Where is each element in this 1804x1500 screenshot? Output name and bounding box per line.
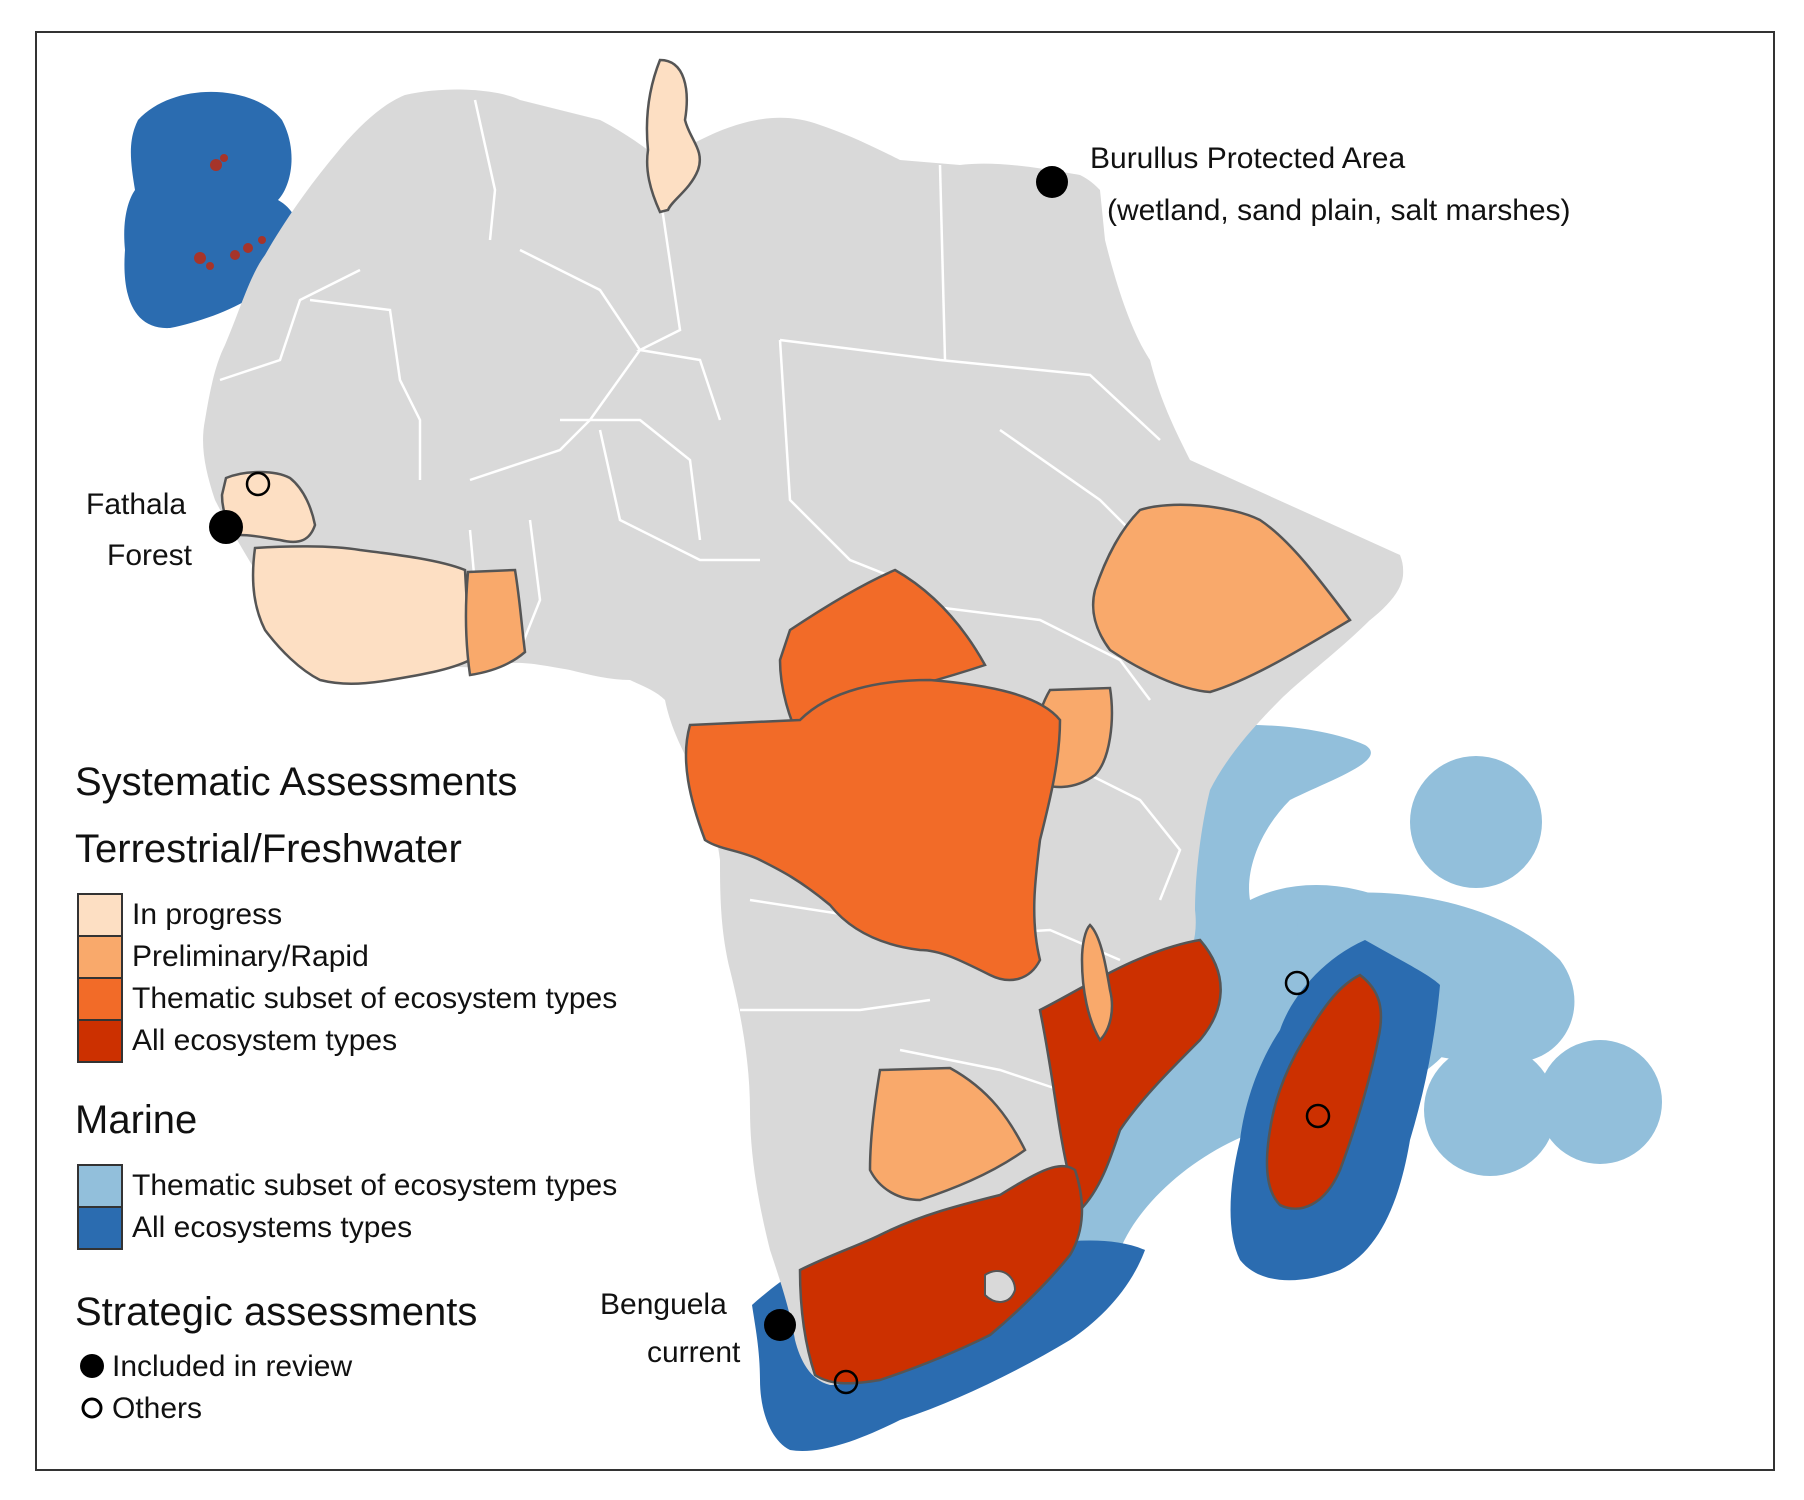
strategic-label-1: Others	[112, 1392, 202, 1425]
country-west-africa	[251, 545, 472, 685]
marine-swatch-0	[77, 1164, 123, 1208]
burullus-label: Burullus Protected Area	[1090, 142, 1405, 175]
legend-strategic-items: Included in review Others	[80, 1350, 352, 1425]
legend-strategic-heading: Strategic assessments	[75, 1290, 477, 1334]
fathala-label: Fathala	[86, 488, 186, 521]
burullus-sublabel: (wetland, sand plain, salt marshes)	[1107, 194, 1571, 227]
strategic-marker-1	[81, 1397, 103, 1419]
marine-swatch-1	[77, 1206, 123, 1250]
assessed-countries	[220, 58, 1383, 1385]
strategic-marker-0	[80, 1354, 104, 1378]
terrestrial-swatch-3	[77, 1019, 123, 1063]
map-frame	[35, 31, 1775, 1471]
country-malawi	[1080, 923, 1114, 1043]
strategic-markers	[209, 166, 1331, 1395]
legend-marine-items: Thematic subset of ecosystem types All ec…	[77, 1164, 617, 1250]
marine-mauritius	[1424, 1044, 1556, 1176]
marker-senegal-other[interactable]	[245, 471, 271, 497]
marker-mozambique-channel-other[interactable]	[1284, 970, 1310, 996]
legend-terrestrial-items: In progress Preliminary/Rapid Thematic sub…	[77, 893, 617, 1063]
country-lesotho	[984, 1270, 1017, 1303]
benguela-label: Benguela	[600, 1288, 727, 1321]
terrestrial-label-2: Thematic subset of ecosystem types	[132, 982, 617, 1015]
marine-reunion	[1538, 1040, 1662, 1164]
country-ethiopia	[1091, 503, 1352, 694]
country-botswana	[868, 1066, 1027, 1202]
terrestrial-label-0: In progress	[132, 898, 282, 931]
terrestrial-label-3: All ecosystem types	[132, 1024, 397, 1057]
country-south-africa	[798, 1165, 1084, 1385]
country-drc	[684, 678, 1062, 982]
country-madagascar	[1265, 973, 1383, 1210]
terrestrial-label-1: Preliminary/Rapid	[132, 940, 369, 973]
marker-fathala[interactable]	[209, 510, 243, 544]
legend-marine-heading: Marine	[75, 1098, 197, 1142]
terrestrial-swatch-0	[77, 893, 123, 937]
marker-south-africa-other[interactable]	[833, 1369, 859, 1395]
marine-label-1: All ecosystems types	[132, 1211, 412, 1244]
legend-title: Systematic Assessments	[75, 760, 517, 804]
legend-terrestrial-heading: Terrestrial/Freshwater	[75, 827, 462, 871]
macaronesia-islands	[194, 154, 266, 270]
marine-seychelles	[1410, 756, 1542, 888]
marker-madagascar-other[interactable]	[1305, 1103, 1331, 1129]
benguela-sublabel: current	[647, 1336, 741, 1369]
annotations: Burullus Protected Area (wetland, sand p…	[86, 142, 1571, 1369]
marker-burullus[interactable]	[1036, 166, 1068, 198]
country-mozambique	[1038, 938, 1222, 1213]
marine-label-0: Thematic subset of ecosystem types	[132, 1169, 617, 1202]
terrestrial-swatch-2	[77, 977, 123, 1021]
legend: Systematic Assessments Terrestrial/Fresh…	[75, 760, 617, 1425]
terrestrial-swatch-1	[77, 935, 123, 979]
marine-macaronesia	[124, 91, 300, 329]
marker-benguela[interactable]	[764, 1309, 796, 1341]
country-ghana	[464, 568, 527, 677]
country-tunisia	[645, 58, 701, 214]
strategic-label-0: Included in review	[112, 1350, 352, 1383]
fathala-sublabel: Forest	[107, 539, 193, 572]
